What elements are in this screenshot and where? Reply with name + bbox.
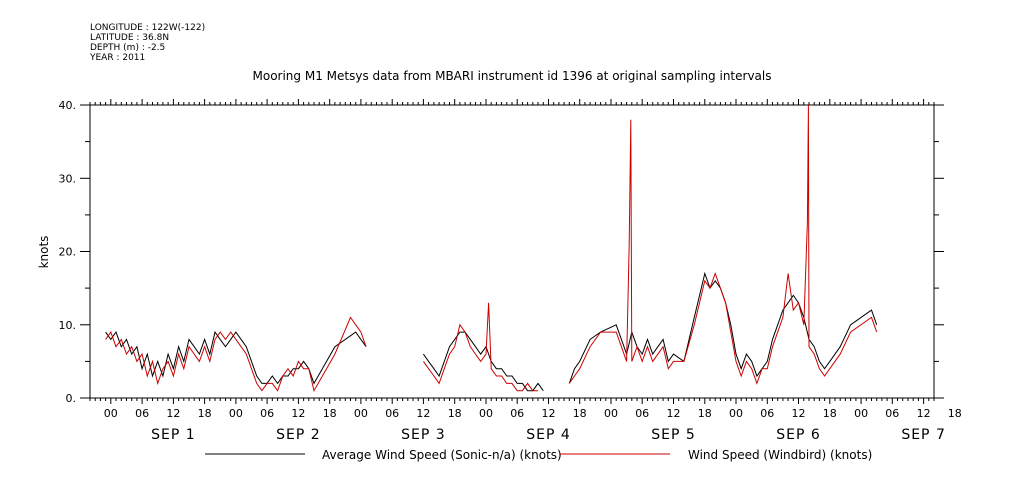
x-tick-label: 06 xyxy=(635,407,649,420)
x-tick-label: 00 xyxy=(104,407,118,420)
meta-year: YEAR : 2011 xyxy=(89,53,145,63)
y-axis-label: knots xyxy=(37,236,51,269)
average-wind-speed-line xyxy=(422,331,544,392)
average-wind-speed-line xyxy=(105,330,367,385)
x-tick-label: 18 xyxy=(323,407,337,420)
axis-ticks xyxy=(80,99,944,404)
x-tick-label: 06 xyxy=(135,407,149,420)
x-tick-label: 12 xyxy=(667,407,681,420)
x-tick-label: 00 xyxy=(354,407,368,420)
legend-label-average-wind: Average Wind Speed (Sonic-n/a) (knots) xyxy=(322,448,562,462)
meta-depth: DEPTH (m) : -2.5 xyxy=(90,43,165,53)
x-tick-label: 18 xyxy=(448,407,462,420)
y-tick-label: 0. xyxy=(66,392,77,405)
chart-title: Mooring M1 Metsys data from MBARI instru… xyxy=(253,69,772,83)
x-tick-label: 12 xyxy=(792,407,806,420)
y-tick-label: 30. xyxy=(59,172,77,185)
windbird-wind-speed-line xyxy=(422,302,538,392)
x-tick-label: 06 xyxy=(760,407,774,420)
series-lines xyxy=(105,104,878,393)
windbird-wind-speed-line xyxy=(105,316,367,393)
y-tick-label: 20. xyxy=(59,246,77,259)
x-tick-label: 12 xyxy=(166,407,180,420)
windbird-wind-speed-line xyxy=(568,104,878,385)
day-label: SEP 1 xyxy=(151,427,196,443)
x-tick-label: 06 xyxy=(510,407,524,420)
x-tick-label: 06 xyxy=(385,407,399,420)
average-wind-speed-line xyxy=(568,271,878,384)
day-labels: SEP 1 SEP 2 SEP 3 SEP 4 SEP 5 SEP 6 SEP 7 xyxy=(151,427,946,443)
x-tick-label: 12 xyxy=(416,407,430,420)
day-label: SEP 3 xyxy=(401,427,446,443)
x-tick-label: 00 xyxy=(229,407,243,420)
x-tick-label: 00 xyxy=(854,407,868,420)
day-label: SEP 4 xyxy=(526,427,571,443)
day-label: SEP 7 xyxy=(901,427,946,443)
x-tick-label: 00 xyxy=(604,407,618,420)
x-tick-label: 12 xyxy=(542,407,556,420)
y-tick-labels: 0. 10. 20. 30. 40. xyxy=(59,99,77,405)
x-tick-labels: 00 06 12 18 00 06 12 18 00 06 12 18 00 06 12 18 00 06 12 18… xyxy=(104,407,962,420)
x-tick-label: 18 xyxy=(823,407,837,420)
metadata-block: LONGITUDE : 122W(-122) LATITUDE : 36.8N … xyxy=(89,23,205,63)
legend: Average Wind Speed (Sonic-n/a) (knots) W… xyxy=(205,448,872,462)
meta-latitude: LATITUDE : 36.8N xyxy=(90,33,169,43)
meta-longitude: LONGITUDE : 122W(-122) xyxy=(90,23,205,33)
x-tick-label: 18 xyxy=(573,407,587,420)
x-tick-label: 18 xyxy=(698,407,712,420)
x-tick-label: 00 xyxy=(479,407,493,420)
day-label: SEP 5 xyxy=(651,427,696,443)
legend-label-windbird: Wind Speed (Windbird) (knots) xyxy=(688,448,872,462)
day-label: SEP 6 xyxy=(776,427,821,443)
plot-frame xyxy=(89,104,935,399)
x-tick-label: 06 xyxy=(260,407,274,420)
x-tick-label: 12 xyxy=(917,407,931,420)
x-tick-label: 00 xyxy=(729,407,743,420)
x-tick-label: 18 xyxy=(198,407,212,420)
x-tick-label: 06 xyxy=(885,407,899,420)
y-tick-label: 40. xyxy=(59,99,77,112)
day-label: SEP 2 xyxy=(276,427,321,443)
x-tick-label: 12 xyxy=(291,407,305,420)
y-tick-label: 10. xyxy=(59,319,77,332)
x-tick-label: 18 xyxy=(948,407,962,420)
